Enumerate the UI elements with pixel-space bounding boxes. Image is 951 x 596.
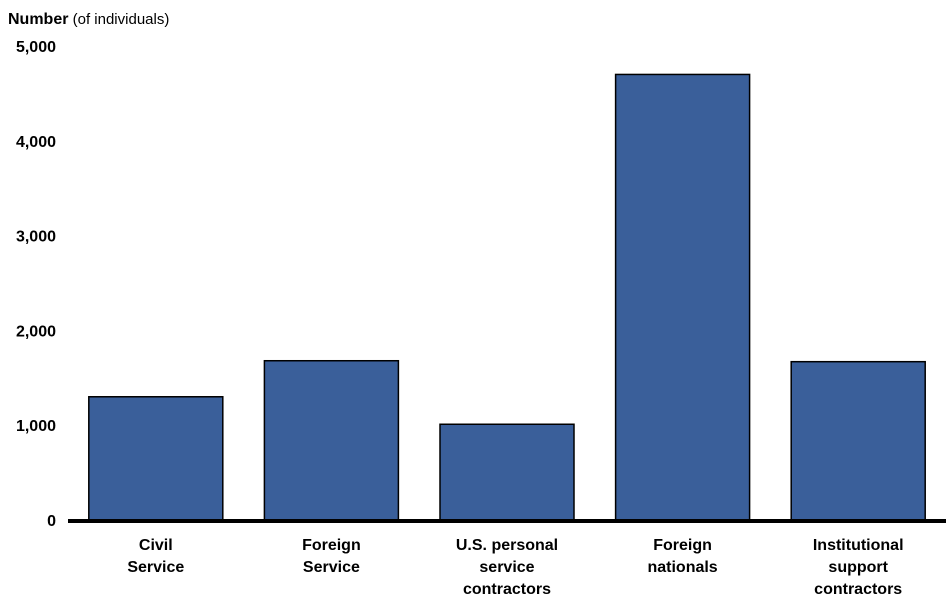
x-tick-label-line: Service (127, 559, 184, 576)
bar (790, 360, 926, 521)
y-tick-label: 1,000 (16, 418, 56, 435)
bar (614, 73, 751, 521)
y-axis-ticks: 0 1,000 2,000 3,000 4,000 5,000 (16, 39, 56, 530)
x-tick-label: Foreign nationals (647, 537, 717, 576)
x-tick-label-line: Service (303, 559, 360, 576)
x-tick-label: Foreign Service (302, 537, 361, 576)
x-tick-label-line: nationals (647, 559, 717, 576)
x-tick-label-line: Foreign (302, 537, 361, 554)
y-tick-label: 3,000 (16, 229, 56, 246)
x-tick-label: U.S. personal service contractors (456, 537, 558, 596)
x-tick-label-line: contractors (463, 581, 551, 596)
x-tick-label-line: contractors (814, 581, 902, 596)
y-tick-label: 0 (47, 513, 56, 530)
x-tick-label-line: service (479, 559, 534, 576)
chart-title-bold: Number (8, 11, 68, 28)
x-tick-label: Institutional support contractors (813, 537, 904, 596)
bar (439, 423, 575, 521)
bar (263, 359, 400, 521)
chart-title-rest: (of individuals) (68, 11, 169, 28)
bars (88, 73, 926, 521)
y-tick-label: 4,000 (16, 134, 56, 151)
x-tick-label-line: Civil (139, 537, 173, 554)
x-tick-label-line: U.S. personal (456, 537, 558, 554)
y-tick-label: 5,000 (16, 39, 56, 56)
x-tick-label: Civil Service (127, 537, 184, 576)
x-axis-labels: Civil Service Foreign Service U.S. personal s… (127, 537, 903, 596)
x-tick-label-line: Foreign (653, 537, 712, 554)
x-tick-label-line: support (828, 559, 888, 576)
chart-title: Number (of individuals) (8, 11, 169, 28)
bar (88, 396, 224, 521)
x-tick-label-line: Institutional (813, 537, 904, 554)
y-tick-label: 2,000 (16, 323, 56, 340)
